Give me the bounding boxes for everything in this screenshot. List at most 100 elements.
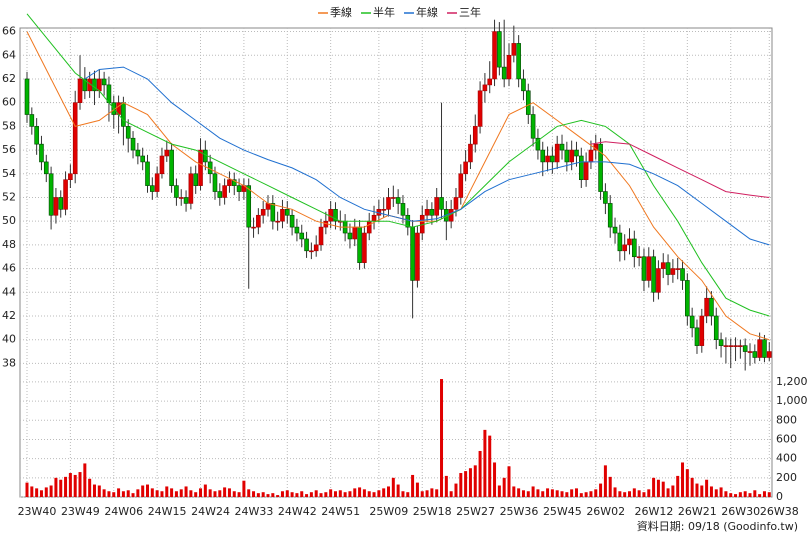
volume-bar [729,493,733,497]
candle-body [405,214,411,228]
candle-body [685,280,690,317]
y-tick-label: 48 [2,238,16,251]
volume-bar [652,477,656,497]
volume-bar [647,489,651,497]
volume-bar [603,465,607,497]
candle-body [270,203,276,222]
x-tick-label: 23W40 [18,505,57,518]
candle-body [607,203,613,228]
volume-bar [280,491,284,497]
volume-bar [661,481,665,497]
volume-bar [690,477,694,497]
volume-bar [709,486,713,497]
candle-body [641,256,647,281]
candle-body [742,345,748,352]
candle-body [680,268,685,281]
volume-bar [521,490,525,497]
candle-body [497,31,502,68]
volume-bar [546,488,550,497]
volume-bar [73,474,77,497]
volume-bar [117,488,121,497]
volume-bar [30,486,34,497]
volume-bar [632,488,636,497]
candle-body [675,268,681,270]
candle-body [752,351,758,358]
volume-bar [656,479,660,497]
volume-bar [309,492,313,497]
candle-body [395,197,401,204]
volume-bar [97,485,101,497]
ma-line [84,66,770,246]
volume-bar [329,489,333,497]
y-tick-label: 60 [2,96,16,109]
x-tick-label: 26W30 [721,505,760,518]
y-tick-label: 52 [2,190,16,203]
candle-body [313,244,319,252]
candle-body [333,209,338,222]
volume-bar [743,491,747,497]
candle-body [135,149,141,157]
volume-bar [391,477,395,497]
volume-bar [174,491,178,497]
volume-bar [449,491,453,497]
candle-body [694,327,700,346]
candle-body [43,161,49,175]
candle-body [265,203,271,210]
volume-bar [59,479,63,497]
candle-body [578,155,584,181]
candle-body [603,191,608,204]
volume-bar [170,488,174,497]
volume-bar [295,493,299,497]
volume-tick-label: 200 [776,471,797,484]
volume-bar [300,491,304,497]
candle-body [251,226,256,229]
candle-body [665,262,671,275]
volume-bar [483,429,487,497]
volume-bar [425,490,429,497]
candle-body [535,137,541,151]
y-tick-label: 54 [2,167,16,180]
candle-body [193,173,198,186]
candle-body [612,226,618,234]
volume-bar [165,486,169,497]
candle-body [72,102,78,175]
candle-body [689,315,695,329]
x-tick-label: 26W02 [586,505,625,518]
candle-body [439,197,444,210]
volume-bar [700,485,704,497]
candle-body [472,126,478,145]
volume-bar [333,491,337,497]
volume-bar [502,477,506,497]
candle-body [477,90,483,127]
candle-body [766,351,772,358]
volume-bar [353,488,357,497]
ma-line [26,13,770,317]
volume-bar [362,489,366,497]
candle-body [554,143,560,163]
candle-body [231,179,237,186]
candle-body [699,315,705,346]
candle-body [453,197,459,210]
candle-body [121,102,126,127]
volume-bar [223,487,227,497]
volume-bar [150,488,154,497]
volume-bar [719,487,723,497]
volume-bar [227,488,231,497]
volume-bar [565,492,569,497]
x-tick-label: 24W51 [321,505,360,518]
volume-bar [473,465,477,497]
x-tick-label: 23W49 [61,505,100,518]
candle-body [174,185,179,198]
candle-body [713,315,719,341]
candle-body [530,114,536,139]
volume-bar [681,462,685,497]
volume-bar [440,379,444,497]
candle-body [92,78,97,92]
x-tick-label: 25W18 [413,505,452,518]
candle-body [48,173,54,216]
volume-bar [208,489,212,497]
candle-body [545,155,550,163]
volume-bar [377,490,381,497]
candle-body [150,185,155,192]
